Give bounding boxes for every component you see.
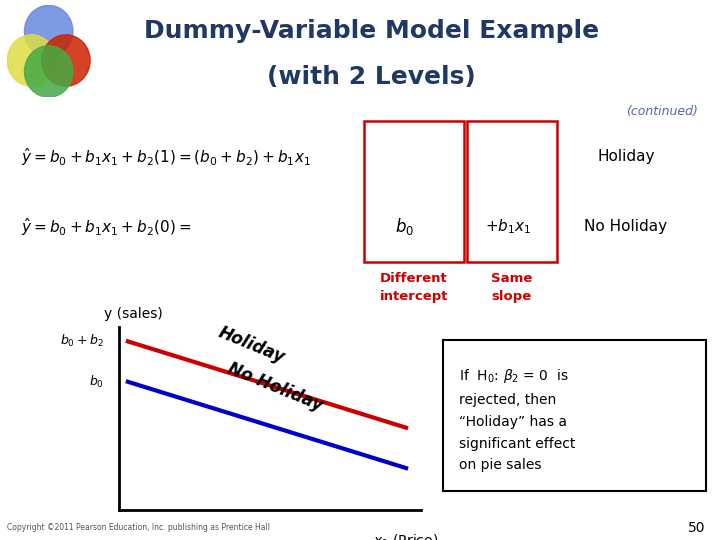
Text: $b_0$: $b_0$ <box>395 217 414 237</box>
Text: Different
intercept: Different intercept <box>379 272 449 303</box>
Text: y (sales): y (sales) <box>104 307 163 321</box>
Text: No Holiday: No Holiday <box>225 360 325 415</box>
Circle shape <box>7 35 55 86</box>
Text: (with 2 Levels): (with 2 Levels) <box>267 65 476 89</box>
Text: If  H$_0$: $\beta_2$ = 0  is
rejected, then
“Holiday” has a
significant effect
o: If H$_0$: $\beta_2$ = 0 is rejected, the… <box>459 367 575 472</box>
Text: $\hat{y} = b_0 + b_1x_1 + b_2(1) = (b_0 + b_2) + b_1x_1$: $\hat{y} = b_0 + b_1x_1 + b_2(1) = (b_0 … <box>21 146 311 167</box>
Text: $b_0 + b_2$: $b_0 + b_2$ <box>60 333 104 349</box>
Text: No Holiday: No Holiday <box>584 219 667 234</box>
Bar <box>467 122 557 262</box>
Text: Dummy-Variable Model Example: Dummy-Variable Model Example <box>144 19 599 43</box>
Text: $\hat{y} = b_0 + b_1x_1 + b_2(0) = $: $\hat{y} = b_0 + b_1x_1 + b_2(0) = $ <box>21 216 192 238</box>
Circle shape <box>24 5 73 57</box>
Text: (continued): (continued) <box>626 105 698 118</box>
Text: Copyright ©2011 Pearson Education, Inc. publishing as Prentice Hall: Copyright ©2011 Pearson Education, Inc. … <box>7 523 270 532</box>
Text: 50: 50 <box>688 521 706 535</box>
Text: $+ b_1x_1$: $+ b_1x_1$ <box>485 218 531 236</box>
Text: $b_0$: $b_0$ <box>89 374 104 390</box>
Text: Holiday: Holiday <box>215 323 287 367</box>
Text: $x_1$ (Price): $x_1$ (Price) <box>374 532 438 540</box>
Bar <box>364 122 464 262</box>
Circle shape <box>42 35 90 86</box>
Circle shape <box>24 46 73 97</box>
Text: Holiday: Holiday <box>597 149 654 164</box>
Text: Same
slope: Same slope <box>490 272 532 303</box>
